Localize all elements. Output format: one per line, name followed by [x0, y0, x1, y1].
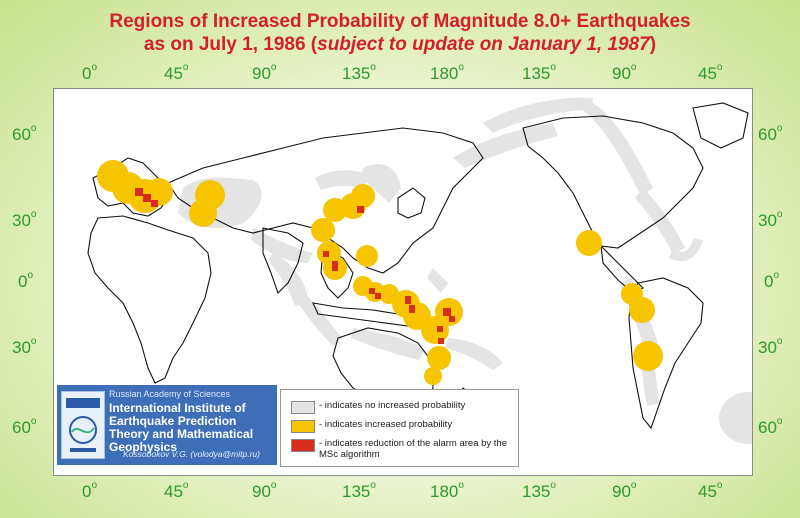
institute-panel: Russian Academy of Sciences Internationa…: [57, 385, 277, 465]
academy-name: Russian Academy of Sciences: [109, 389, 231, 399]
longitude-label-top: 135o: [342, 62, 376, 83]
longitude-label-top: 90o: [252, 62, 277, 83]
map-legend: - indicates no increased probability - i…: [280, 389, 519, 467]
title-line-1: Regions of Increased Probability of Magn…: [109, 11, 691, 32]
latitude-label-left: 30o: [12, 336, 37, 357]
longitude-label-top: 0o: [82, 62, 98, 83]
longitude-label-bottom: 45o: [164, 480, 189, 501]
greenland-outline: [692, 102, 749, 149]
asia-outline: [167, 127, 484, 274]
latitude-label-right: 60o: [758, 123, 783, 144]
longitude-label-bottom: 90o: [252, 480, 277, 501]
legend-swatch-grey: [291, 401, 315, 414]
longitude-label-top: 180o: [430, 62, 464, 83]
latitude-label-right: 60o: [758, 416, 783, 437]
iiept-logo-icon: [61, 391, 105, 459]
map-title: Regions of Increased Probability of Magn…: [0, 10, 800, 56]
japan-outline: [397, 187, 426, 219]
africa-outline: [87, 215, 212, 384]
longitude-label-top: 90o: [612, 62, 637, 83]
longitude-label-top: 45o: [698, 62, 723, 83]
no-increase-zones: [178, 97, 753, 444]
latitude-label-left: 60o: [12, 416, 37, 437]
north-america-outline: [522, 115, 704, 249]
longitude-label-bottom: 180o: [430, 480, 464, 501]
longitude-label-bottom: 0o: [82, 480, 98, 501]
longitude-label-bottom: 45o: [698, 480, 723, 501]
longitude-label-top: 135o: [522, 62, 556, 83]
latitude-label-right: 30o: [758, 336, 783, 357]
longitude-label-top: 45o: [164, 62, 189, 83]
southeast-asia-outline: [320, 247, 354, 299]
legend-swatch-red: [291, 439, 315, 452]
latitude-label-left: 60o: [12, 123, 37, 144]
longitude-label-bottom: 90o: [612, 480, 637, 501]
latitude-label-right: 0o: [764, 270, 780, 291]
legend-swatch-yellow: [291, 420, 315, 433]
institute-name: International Institute of Earthquake Pr…: [109, 401, 254, 454]
title-line-2: as on July 1, 1986 (subject to update on…: [143, 34, 657, 55]
latitude-label-right: 30o: [758, 209, 783, 230]
latitude-label-left: 30o: [12, 209, 37, 230]
latitude-label-left: 0o: [18, 270, 34, 291]
longitude-label-bottom: 135o: [342, 480, 376, 501]
msc-reduced-zones: [135, 188, 455, 344]
south-america-outline: [628, 277, 704, 430]
world-map-svg: [53, 88, 753, 476]
longitude-label-bottom: 135o: [522, 480, 556, 501]
india-outline: [262, 227, 304, 295]
author-credit: Kossobokov V.G. (volodya@mitp.ru): [123, 449, 260, 459]
